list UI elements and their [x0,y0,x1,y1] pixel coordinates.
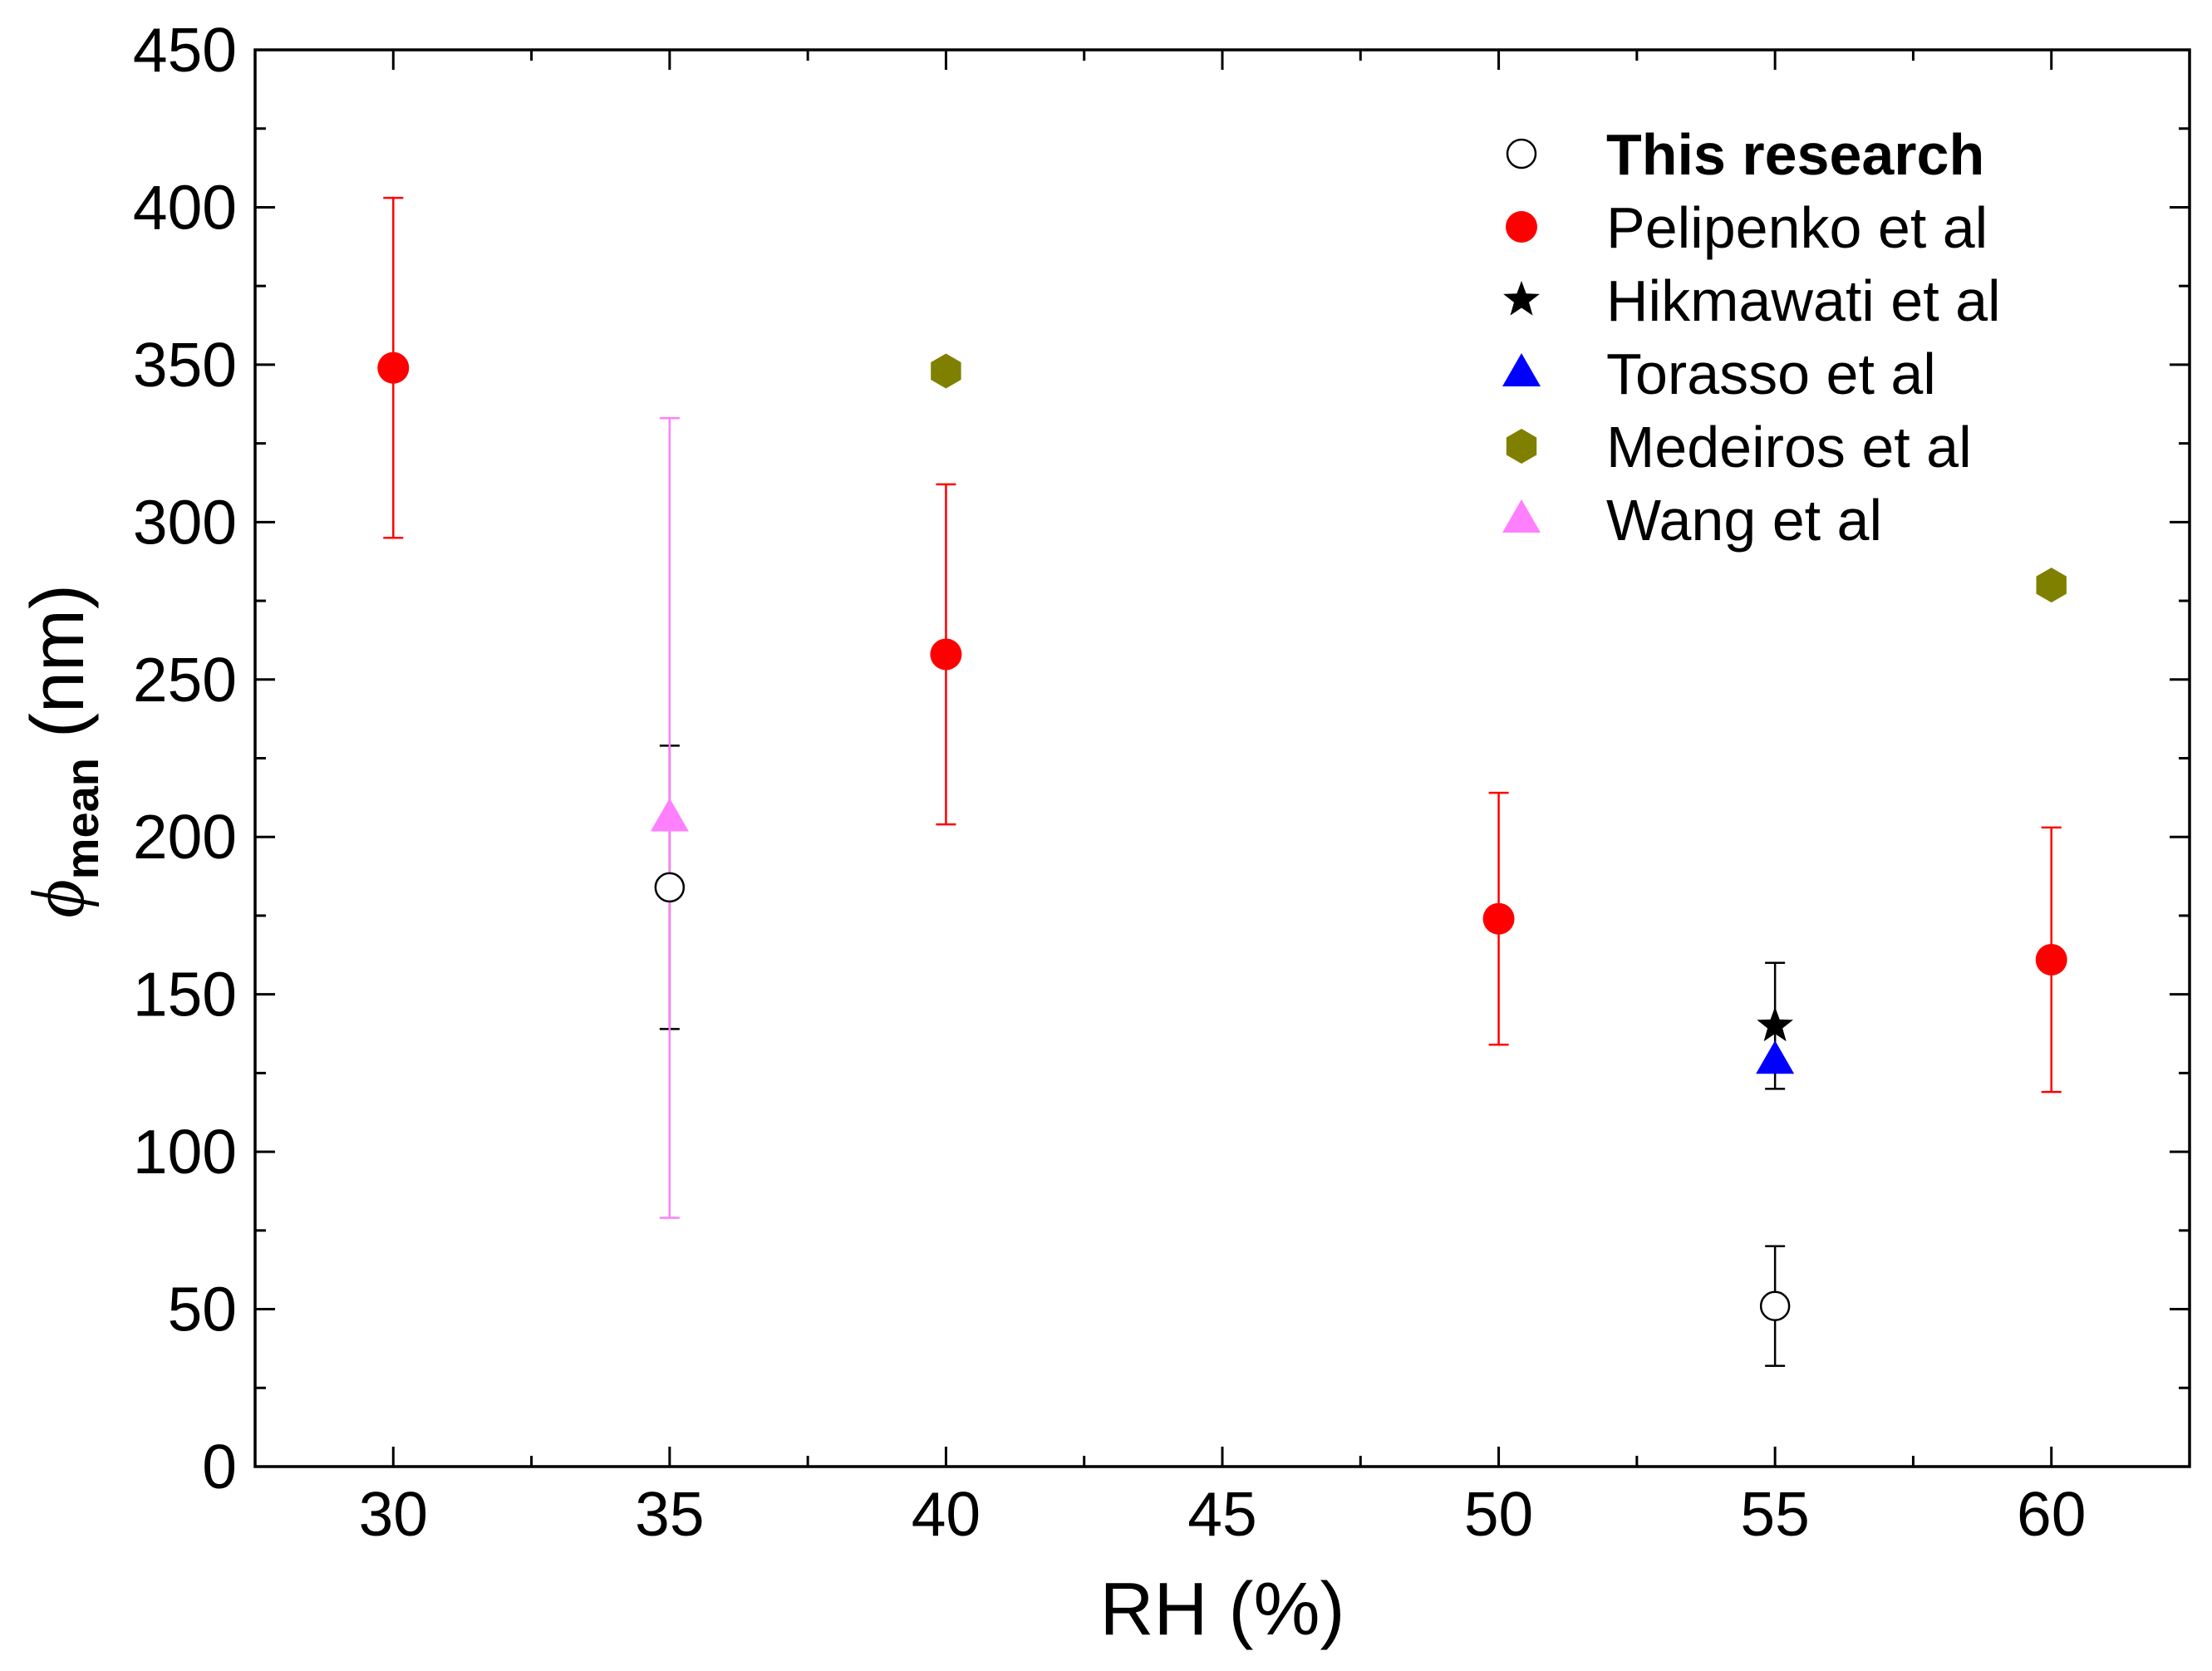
point-torasso-et-al-rh-55 [1756,1040,1795,1074]
legend-marker-this-research [1506,138,1537,170]
point-pelipenko-et-al-rh-40 [930,638,962,671]
legend-label-pelipenko-et-al: Pelipenko et al [1606,195,1988,260]
legend-label-this-research: This research [1606,122,1984,187]
legend-marker-medeiros-et-al [1506,429,1537,464]
y-tick-label-50: 50 [168,1275,237,1344]
point-hikmawati-et-al-rh-55 [1757,1006,1793,1042]
legend-marker-wang-et-al [1502,499,1541,533]
x-tick-label-30: 30 [359,1479,428,1549]
legend-entry-hikmawati-et-al: Hikmawati et al [1503,268,2001,333]
tick-labels: 30 35 40 45 50 55 60 0 50 100 150 200 250 300 350 400 45… [133,15,2087,1549]
legend-entry-wang-et-al: Wang et al [1502,488,1882,553]
y-tick-label-450: 450 [133,15,237,85]
y-axis-title: ϕmean (nm) [17,584,108,918]
point-pelipenko-et-al-rh-50 [1482,902,1515,935]
legend-label-medeiros-et-al: Medeiros et al [1606,415,1972,479]
y-tick-label-150: 150 [133,960,237,1030]
y-tick-label-350: 350 [133,330,237,400]
x-tick-label-55: 55 [1740,1479,1809,1549]
y-tick-label-300: 300 [133,487,237,557]
legend-marker-pelipenko-et-al [1506,211,1537,243]
y-tick-label-250: 250 [133,645,237,715]
error-bars [383,196,2062,1368]
plot-frame [253,48,2191,1468]
legend-label-torasso-et-al: Torasso et al [1606,342,1936,406]
point-pelipenko-et-al-rh-60 [2035,943,2067,976]
y-tick-label-400: 400 [133,172,237,242]
x-tick-label-60: 60 [2017,1479,2086,1549]
legend-entry-this-research: This research [1506,122,1984,187]
legend-label-hikmawati-et-al: Hikmawati et al [1606,268,2001,333]
point-this-research-rh-35 [654,872,686,903]
legend: This research Pelipenko et al Hikmawati et… [1502,122,2001,553]
x-axis-title: RH (%) [1100,1568,1345,1651]
y-tick-label-100: 100 [133,1117,237,1187]
x-tick-label-40: 40 [912,1479,981,1549]
y-axis-symbol: ϕ [17,879,100,918]
x-tick-label-45: 45 [1187,1479,1256,1549]
point-medeiros-et-al-rh-60 [2036,568,2067,603]
y-axis-subscript: mean [56,758,108,879]
legend-label-wang-et-al: Wang et al [1606,488,1882,553]
y-tick-label-0: 0 [202,1432,237,1501]
legend-marker-torasso-et-al [1502,353,1541,386]
point-pelipenko-et-al-rh-30 [377,351,410,384]
legend-marker-hikmawati-et-al [1503,281,1540,316]
data-points [377,351,2067,1322]
axis-ticks [255,48,2190,1468]
point-medeiros-et-al-rh-40 [931,353,961,389]
legend-entry-torasso-et-al: Torasso et al [1502,342,1936,406]
y-tick-label-200: 200 [133,802,237,872]
x-tick-label-35: 35 [635,1479,704,1549]
point-this-research-rh-55 [1759,1290,1791,1322]
legend-entry-pelipenko-et-al: Pelipenko et al [1506,195,1988,260]
x-tick-label-50: 50 [1464,1479,1533,1549]
point-wang-et-al-rh-35 [650,798,689,832]
legend-entry-medeiros-et-al: Medeiros et al [1506,415,1972,479]
y-axis-unit: (nm) [17,584,100,738]
